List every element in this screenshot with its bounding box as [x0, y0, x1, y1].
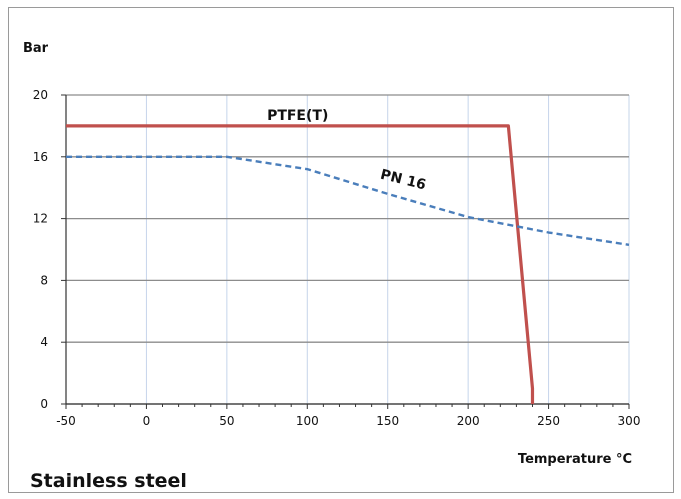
series-label-ptfe: PTFE(T) [267, 108, 328, 124]
series-label-pn16: PN 16 [379, 167, 428, 194]
series-line-0 [66, 124, 535, 404]
y-tick-label: 0 [40, 397, 48, 411]
chart-caption: Stainless steel [30, 470, 187, 492]
x-tick-label: -50 [56, 414, 76, 428]
y-axis-title: Bar [23, 41, 49, 56]
x-tick-label: 50 [219, 414, 234, 428]
x-tick-label: 0 [143, 414, 151, 428]
x-axis-title: Temperature °C [518, 452, 632, 467]
x-tick-label: 250 [537, 414, 560, 428]
y-tick-label: 4 [40, 335, 48, 349]
series-line-1 [66, 155, 630, 247]
chart-frame [8, 7, 674, 493]
y-tick-label: 20 [33, 88, 48, 102]
x-tick-label: 300 [618, 414, 641, 428]
x-tick-label: 150 [376, 414, 399, 428]
x-tick-label: 100 [296, 414, 319, 428]
y-tick-label: 16 [33, 150, 48, 164]
y-tick-label: 8 [40, 273, 48, 287]
x-tick-label: 200 [457, 414, 480, 428]
y-tick-label: 12 [33, 212, 48, 226]
